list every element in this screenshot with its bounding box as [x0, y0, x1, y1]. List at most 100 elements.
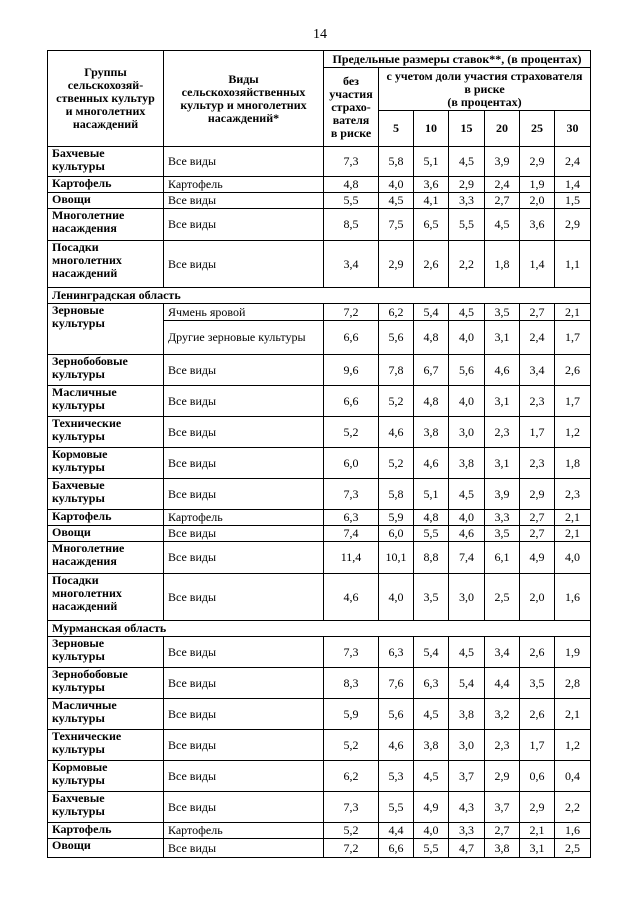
type-cell: Все виды: [163, 698, 324, 730]
value-cell: 2,9: [484, 760, 520, 792]
value-cell: 7,2: [323, 303, 379, 321]
value-cell: 2,9: [553, 208, 592, 241]
table-row: Зерновые культуры Ячмень яровой 7,2 6,2 5,4 4…: [47, 303, 592, 355]
value-cell: 2,3: [484, 729, 520, 761]
table-row: Овощи Все виды 5,5 4,5 4,1 3,3 2,7 2,0 1,5: [47, 192, 592, 209]
table-row: Посадки многолетних насаждений Все виды 3,…: [47, 240, 592, 288]
group-cell: Масличные культуры: [47, 698, 164, 730]
table-row: Мурманская область: [46, 620, 592, 637]
group-cell: Овощи: [47, 192, 164, 209]
type-cell: Все виды: [163, 354, 324, 386]
value-cell: 5,6: [448, 354, 485, 386]
value-cell: 5,5: [413, 525, 449, 542]
value-cell: 6,6: [323, 385, 379, 417]
value-cell: 4,8: [413, 320, 449, 355]
type-cell: Картофель: [163, 176, 324, 193]
value-cell: 4,6: [413, 447, 449, 479]
value-cell: 3,7: [484, 791, 520, 823]
value-cell: 2,6: [519, 698, 555, 730]
value-cell: 2,8: [553, 667, 592, 699]
value-cell: 5,2: [378, 385, 414, 417]
type-cell: Все виды: [163, 636, 324, 668]
value-cell: 1,6: [553, 573, 592, 621]
header-types: Виды сельскохозяйственных культур и мног…: [163, 50, 324, 147]
group-cell: Бахчевые культуры: [47, 791, 164, 823]
value-cell: 4,1: [413, 192, 449, 209]
table-row: Масличные культуры Все виды 5,9 5,6 4,5 3,8 3,…: [47, 698, 592, 730]
value-cell: 2,7: [519, 525, 555, 542]
value-cell: 4,5: [448, 303, 485, 321]
value-cell: 5,2: [323, 822, 379, 839]
group-cell: Бахчевые культуры: [47, 146, 164, 177]
group-cell: Многолетние насаждения: [47, 541, 164, 574]
value-cell: 6,3: [323, 509, 379, 526]
value-cell: 5,5: [413, 838, 449, 858]
value-cell: 4,5: [448, 636, 485, 668]
value-cell: 2,6: [519, 636, 555, 668]
value-cell: 1,5: [553, 192, 592, 209]
value-cell: 2,7: [519, 303, 555, 321]
value-cell: 1,8: [484, 240, 520, 288]
value-cell: 5,6: [378, 698, 414, 730]
value-cell: 2,5: [553, 838, 592, 858]
value-cell: 2,9: [519, 478, 555, 510]
group-cell: Картофель: [47, 176, 164, 193]
value-cell: 4,5: [448, 478, 485, 510]
group-cell: Зернобобовые культуры: [47, 667, 164, 699]
value-cell: 6,3: [413, 667, 449, 699]
table-row: Картофель Картофель 4,8 4,0 3,6 2,9 2,4 1,9 1,4: [47, 176, 592, 193]
value-cell: 3,8: [484, 838, 520, 858]
rates-table: Группы сельскохозяй- ственных культур и …: [46, 50, 592, 858]
type-cell: Все виды: [163, 240, 324, 288]
value-cell: 4,6: [378, 729, 414, 761]
group-cell: Кормовые культуры: [47, 447, 164, 479]
group-cell: Зерновые культуры: [47, 303, 164, 355]
value-cell: 2,9: [448, 176, 485, 193]
value-cell: 2,2: [448, 240, 485, 288]
table-row: Многолетние насаждения Все виды 11,4 10,1 8,…: [47, 541, 592, 574]
value-cell: 5,5: [448, 208, 485, 241]
group-cell: Технические культуры: [47, 729, 164, 761]
type-cell: Картофель: [163, 509, 324, 526]
value-cell: 1,4: [519, 240, 555, 288]
value-cell: 3,0: [448, 729, 485, 761]
value-cell: 4,8: [413, 509, 449, 526]
table-row: Овощи Все виды 7,2 6,6 5,5 4,7 3,8 3,1 2,5: [47, 838, 592, 858]
table-row: Картофель Картофель 5,2 4,4 4,0 3,3 2,7 2,1 1,6: [47, 822, 592, 839]
value-cell: 3,1: [519, 838, 555, 858]
value-cell: 4,5: [413, 698, 449, 730]
type-cell: Все виды: [163, 447, 324, 479]
header-share: 25: [519, 110, 555, 147]
value-cell: 4,8: [323, 176, 379, 193]
value-cell: 5,8: [378, 146, 414, 177]
group-cell: Картофель: [47, 509, 164, 526]
type-cell: Все виды: [163, 416, 324, 448]
value-cell: 3,2: [484, 698, 520, 730]
table-row: Ленинградская область: [46, 287, 592, 304]
value-cell: 3,7: [448, 760, 485, 792]
table-row: Бахчевые культуры Все виды 7,3 5,8 5,1 4,5 3,9…: [47, 146, 592, 177]
value-cell: 2,7: [484, 192, 520, 209]
value-cell: 3,8: [413, 416, 449, 448]
group-cell: Масличные культуры: [47, 385, 164, 417]
type-cell: Все виды: [163, 146, 324, 177]
type-cell: Все виды: [163, 760, 324, 792]
value-cell: 4,4: [378, 822, 414, 839]
group-cell: Посадки многолетних насаждений: [47, 240, 164, 288]
value-cell: 6,3: [378, 636, 414, 668]
group-cell: Овощи: [47, 525, 164, 542]
value-cell: 2,6: [553, 354, 592, 386]
value-cell: 3,3: [448, 192, 485, 209]
value-cell: 5,6: [378, 320, 414, 355]
value-cell: 4,0: [448, 320, 485, 355]
value-cell: 3,5: [484, 525, 520, 542]
header-without: без участия страхо- вателя в риске: [323, 67, 379, 147]
value-cell: 3,8: [448, 698, 485, 730]
value-cell: 2,3: [484, 416, 520, 448]
value-cell: 5,3: [378, 760, 414, 792]
value-cell: 3,8: [413, 729, 449, 761]
value-cell: 2,4: [519, 320, 555, 355]
value-cell: 5,1: [413, 478, 449, 510]
header-share: 15: [448, 110, 485, 147]
